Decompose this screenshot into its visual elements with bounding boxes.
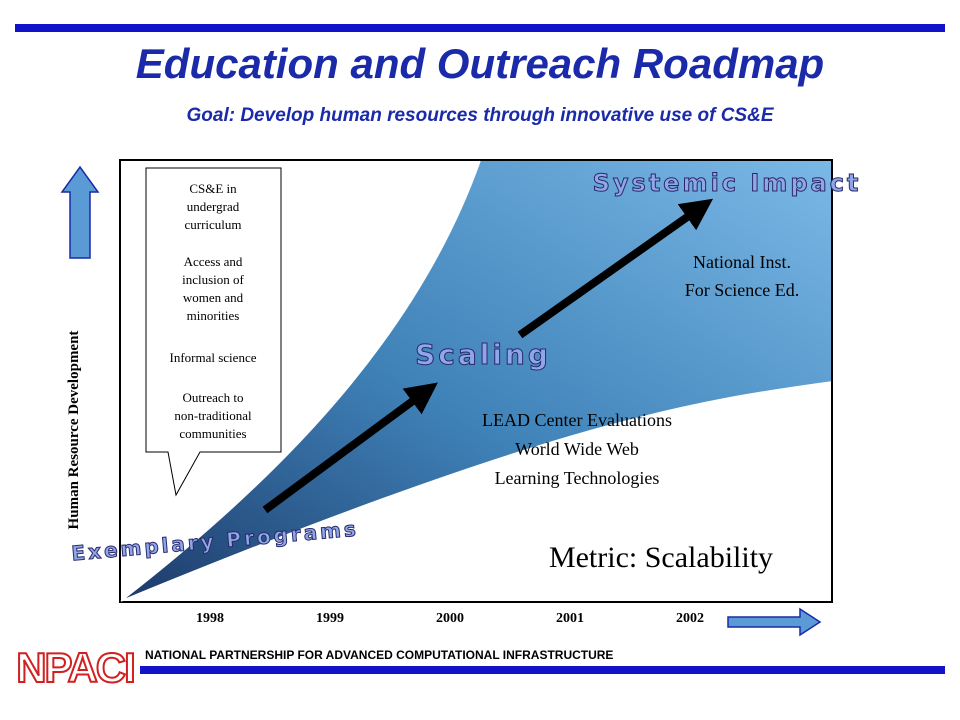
year-label: 1999 bbox=[316, 611, 344, 626]
callout-line: CS&E in bbox=[189, 181, 237, 196]
note: LEAD Center Evaluations bbox=[482, 410, 672, 430]
note: For Science Ed. bbox=[685, 280, 799, 300]
year-label: 1998 bbox=[196, 611, 224, 626]
callout-box bbox=[145, 167, 282, 497]
title: Education and Outreach Roadmap bbox=[136, 40, 824, 87]
years: 1998 1999 2000 2001 2002 bbox=[196, 611, 704, 626]
logo: NPACI bbox=[16, 644, 134, 691]
callout-line: undergrad bbox=[187, 199, 240, 214]
year-label: 2001 bbox=[556, 611, 584, 626]
top-bar bbox=[15, 24, 945, 32]
year-label: 2000 bbox=[436, 611, 464, 626]
arrow bbox=[262, 382, 438, 514]
note: World Wide Web bbox=[515, 439, 639, 459]
note: National Inst. bbox=[693, 252, 791, 272]
note: Learning Technologies bbox=[495, 468, 660, 488]
stage-label: Systemic Impact bbox=[593, 169, 862, 197]
callout-line: communities bbox=[179, 426, 246, 441]
callout-line: Informal science bbox=[170, 350, 257, 365]
up-arrow bbox=[60, 165, 100, 259]
arrow bbox=[517, 198, 714, 339]
callout-line: Access and bbox=[184, 254, 243, 269]
callout-line: non-traditional bbox=[174, 408, 252, 423]
callout-line: women and bbox=[183, 290, 244, 305]
y-axis-label: Human Resource Development bbox=[66, 331, 82, 530]
fan-edge bbox=[120, 160, 832, 602]
callout-line: curriculum bbox=[184, 217, 241, 232]
callout-text: CS&E in undergrad curriculum Access and incl… bbox=[170, 181, 257, 441]
year-label: 2002 bbox=[676, 611, 704, 626]
callout-line: minorities bbox=[187, 308, 240, 323]
subtitle: Goal: Develop human resources through in… bbox=[187, 105, 775, 126]
callout-line: Outreach to bbox=[182, 390, 243, 405]
stage-label: Scaling bbox=[415, 338, 551, 371]
footer-text: NATIONAL PARTNERSHIP FOR ADVANCED COMPUT… bbox=[145, 648, 613, 662]
metric: Metric: Scalability bbox=[549, 541, 773, 574]
time-arrow bbox=[727, 607, 822, 637]
callout-line: inclusion of bbox=[182, 272, 244, 287]
bottom-bar bbox=[140, 666, 945, 674]
growth-fan bbox=[121, 161, 831, 601]
